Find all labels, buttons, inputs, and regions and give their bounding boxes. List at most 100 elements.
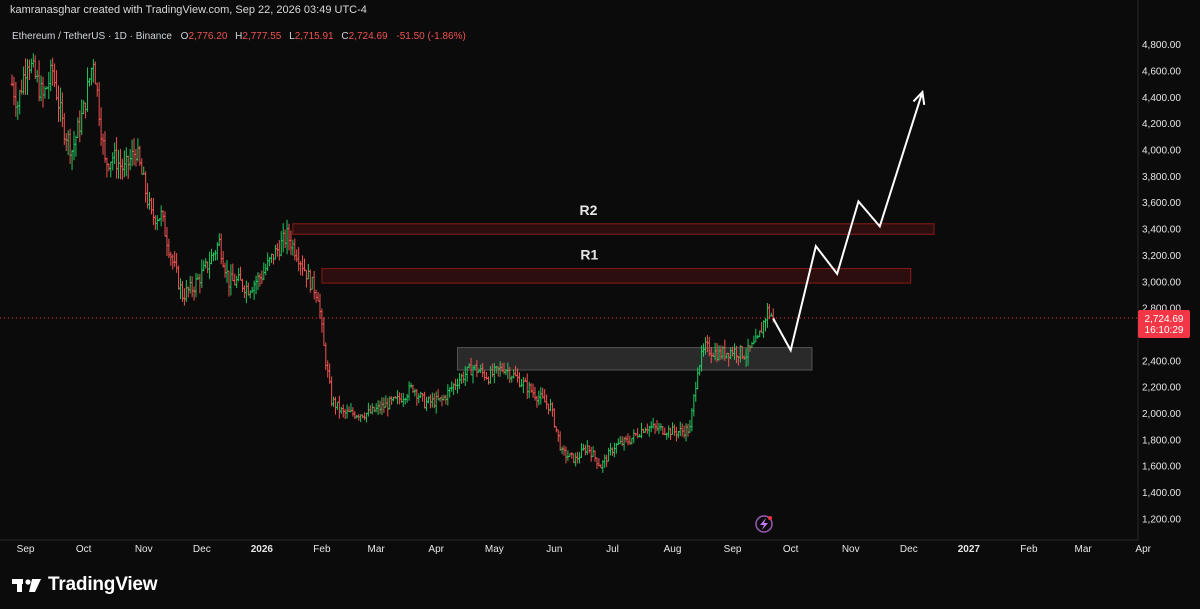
candle [320,308,324,333]
candle [558,431,562,451]
candle [93,61,97,85]
candle [198,273,202,294]
candle [579,443,583,458]
candle [49,59,53,92]
candle [339,406,343,414]
candle [547,403,551,415]
time-axis[interactable]: Sep Oct Nov Dec 2026 Feb Mar Apr May Jun Jul Aug Sep… [17,544,1152,555]
candle [328,363,332,384]
candle [221,251,225,268]
candle [587,445,591,454]
candle [291,239,295,256]
candle [196,273,200,280]
candle [318,293,322,319]
candle [330,376,334,407]
candle [148,191,152,210]
candle [233,273,237,286]
candle [175,253,179,273]
candle [14,81,18,117]
candle [167,238,171,259]
candle [459,373,463,384]
candle [682,425,686,439]
bar-countdown: 16:10:29 [1145,325,1184,336]
candle [22,66,26,95]
zone-label-r1: R1 [580,247,598,263]
candle [53,63,57,88]
candle [765,303,769,328]
candle [70,149,74,171]
candle [144,171,148,203]
price-axis[interactable]: 4,800.00 4,600.00 4,400.00 4,200.00 4,000.00… [1142,40,1181,525]
y-tick-label: 3,600.00 [1142,198,1181,209]
symbol-legend[interactable]: Ethereum / TetherUS · 1D · Binance O2,77… [12,31,466,42]
ohlc-open-value: 2,776.20 [188,31,227,42]
candle [533,386,537,401]
x-tick-label: Mar [368,544,386,555]
candle [672,424,676,436]
y-tick-label: 3,800.00 [1142,172,1181,183]
y-tick-label: 2,400.00 [1142,356,1181,367]
candle [386,398,390,417]
x-tick-label: May [485,544,504,555]
candle [428,394,432,409]
candle [109,161,113,178]
x-tick-label: Nov [135,544,153,555]
candle [184,280,188,302]
alert-lightning-icon[interactable] [755,515,773,533]
y-tick-label: 1,400.00 [1142,488,1181,499]
candle [62,113,66,145]
candle [33,55,37,80]
x-tick-label: Jul [606,544,619,555]
candle [680,423,684,437]
candle [454,378,458,390]
ohlc-low-label: L [289,31,295,42]
candle [457,372,461,389]
candle [397,392,401,405]
candle [239,266,243,281]
candle [390,396,394,405]
brand-logo[interactable]: TradingView [12,573,158,597]
projection-path [772,91,924,353]
candle [762,320,766,338]
candle [403,397,407,405]
zone-label-r2: R2 [579,202,597,218]
candle [173,250,177,267]
candle [99,107,103,146]
candle [332,396,336,407]
x-tick-label: Sep [724,544,742,555]
support-zone [457,347,813,371]
candle [337,395,341,419]
candle [415,389,419,406]
candle [316,291,320,302]
candle [273,244,277,260]
current-price-tag: 2,724.69 16:10:29 [1138,310,1190,339]
candle [419,391,423,398]
candle [262,262,266,281]
candle [107,163,111,172]
candle [47,71,51,100]
candle [297,247,301,272]
y-tick-label: 4,600.00 [1142,66,1181,77]
x-tick-label: Aug [664,544,682,555]
candle [380,397,384,416]
x-tick-label: Feb [313,544,331,555]
candle [188,275,192,294]
candle [314,289,318,303]
candle [206,261,210,274]
candle [539,387,543,405]
y-tick-label: 2,200.00 [1142,383,1181,394]
x-tick-label: Sep [17,544,35,555]
chart-attribution: kamranasghar created with TradingView.co… [10,4,367,16]
candle [279,231,283,257]
candle [581,443,585,451]
candle [283,229,287,249]
candle [351,407,355,417]
y-tick-label: 1,200.00 [1142,514,1181,525]
y-tick-label: 4,000.00 [1142,146,1181,157]
candle [302,258,306,272]
candle [89,67,93,86]
candle [115,137,119,179]
candle [752,335,756,345]
candle [657,423,661,434]
